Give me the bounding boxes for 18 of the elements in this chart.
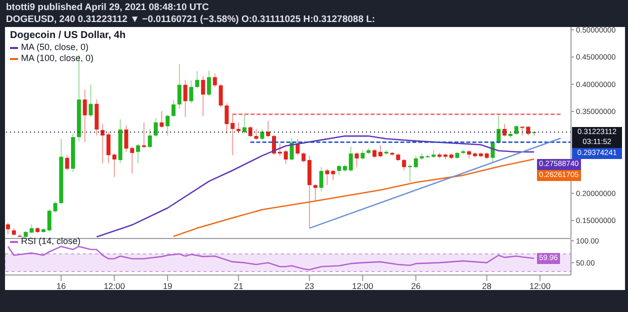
line-series <box>96 135 535 238</box>
x-tick-label: 19 <box>162 281 173 292</box>
line-series <box>7 246 535 270</box>
line-series <box>172 158 535 238</box>
x-tick-label: 12:00 <box>529 281 551 292</box>
x-tick-label: 26 <box>411 281 421 292</box>
legend-label: MA (50, close, 0) <box>21 42 89 53</box>
x-tick-label: 16 <box>56 281 66 292</box>
chart-subtitle: DOGEUSD, 240 0.31223112 ▼ −0.01160721 (−3.58%) O:0.31111025 H:0.31278088 L: <box>6 14 376 25</box>
legend-label: MA (100, close, 0) <box>21 53 94 64</box>
x-tick-label: 23 <box>304 281 314 292</box>
text: btotti9 published April 29, 2021 08:48:10 UTC <box>6 2 209 13</box>
legend-label: RSI (14, close) <box>21 236 81 247</box>
x-tick-label: 12:00 <box>352 281 374 292</box>
x-tick-label: 28 <box>482 281 492 292</box>
chart-title: Dogecoin / US Dollar, 4h <box>10 30 126 41</box>
x-tick-label: 12:00 <box>104 281 126 292</box>
x-tick-label: 21 <box>234 281 244 292</box>
